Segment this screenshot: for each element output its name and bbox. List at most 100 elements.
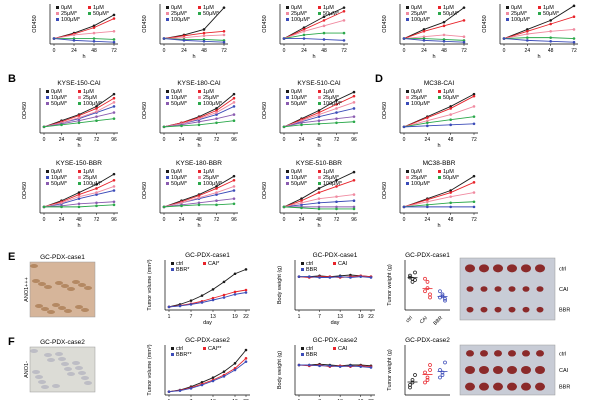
tumor-specimen <box>535 264 545 273</box>
x-tick-label: 13 <box>210 314 216 320</box>
ihc-texture <box>81 376 89 380</box>
tumor-specimen <box>493 382 503 391</box>
data-point <box>215 193 218 196</box>
data-point <box>200 301 204 304</box>
data-point <box>244 268 248 271</box>
x-tick-label: 0 <box>43 137 46 143</box>
legend-swatch <box>286 12 289 15</box>
legend-swatch <box>198 12 201 15</box>
legend-swatch <box>171 347 174 350</box>
scatter-point <box>423 380 427 385</box>
chart-title: GC-PDX-case1 <box>313 252 358 259</box>
legend-label: 1μM <box>323 89 334 95</box>
data-point <box>526 28 529 31</box>
legend-label: BBR* <box>176 267 190 273</box>
x-tick-label: 96 <box>231 217 237 223</box>
data-point <box>526 39 529 42</box>
x-tick-label: 7 <box>190 314 193 320</box>
data-point <box>244 288 248 292</box>
legend-label: 1μM <box>543 5 554 11</box>
chart-title: KYSE-150-BBR <box>56 160 102 167</box>
x-tick-label: 24 <box>299 137 305 143</box>
data-point <box>167 390 171 393</box>
data-point <box>426 200 429 204</box>
x-tick-label: 0 <box>163 137 166 143</box>
data-point <box>549 19 552 22</box>
series-line-3 <box>283 194 355 208</box>
legend-label: 25μM* <box>171 11 188 17</box>
legend-label: 1μM <box>323 5 334 11</box>
legend-swatch <box>198 182 201 185</box>
legend-swatch <box>166 6 169 9</box>
legend-swatch <box>286 176 289 179</box>
ihc-texture <box>47 310 55 314</box>
data-point <box>232 105 236 108</box>
legend-swatch <box>318 170 321 173</box>
data-point <box>335 107 338 110</box>
x-tick-label: 24 <box>301 48 307 54</box>
data-point <box>232 185 236 188</box>
legend-swatch <box>78 96 81 99</box>
data-point <box>222 370 226 373</box>
x-tick-label: 19 <box>232 314 238 320</box>
scatter-point <box>438 375 442 380</box>
data-point <box>72 39 76 42</box>
legend-label: 0μM <box>171 89 182 95</box>
x-axis-label: h <box>312 54 315 60</box>
x-tick-label: 24 <box>299 217 305 223</box>
scatter-point <box>410 280 415 284</box>
panel-letter: B <box>8 73 16 85</box>
ihc-texture <box>75 305 83 309</box>
series-line-2 <box>503 29 575 39</box>
ihc-label: ANO1+++ <box>24 277 30 302</box>
x-axis-label: day <box>203 320 212 326</box>
data-point <box>197 203 201 207</box>
legend-swatch <box>438 12 441 15</box>
data-point <box>215 117 218 120</box>
legend-label: 10μM* <box>51 95 68 101</box>
data-point <box>215 191 218 194</box>
tumor-specimen <box>507 366 517 374</box>
x-tick-label: 0 <box>283 217 286 223</box>
series-line-3 <box>403 116 475 128</box>
x-tick-label: 72 <box>334 137 340 143</box>
data-point <box>112 96 116 100</box>
legend-swatch <box>506 6 509 9</box>
legend-swatch <box>538 12 541 15</box>
scatter-point <box>408 385 412 390</box>
ihc-texture <box>67 287 75 291</box>
y-axis-label: Tumor volume (mm³) <box>147 259 153 310</box>
data-point <box>472 205 476 209</box>
scatter-point <box>438 368 442 372</box>
x-tick-label: 48 <box>196 137 202 143</box>
data-point <box>338 365 342 368</box>
data-point <box>112 17 116 20</box>
legend-swatch <box>438 90 441 93</box>
ihc-texture <box>78 371 86 375</box>
legend-swatch <box>78 176 81 179</box>
data-point <box>472 181 476 184</box>
legend-swatch <box>301 262 304 265</box>
legend-swatch <box>318 176 321 179</box>
scatter-point <box>425 280 430 284</box>
data-point <box>232 119 236 123</box>
x-tick-label: 0 <box>53 48 56 54</box>
x-tick-label: 24 <box>421 48 427 54</box>
data-point <box>162 37 166 40</box>
data-point <box>189 303 193 306</box>
chart-13: GC-PDX-case1 Tumor volume (mm³) day E 1 7 13 19… <box>8 251 250 326</box>
data-point <box>449 118 452 122</box>
data-point <box>77 205 81 209</box>
legend-swatch <box>166 170 169 173</box>
legend-label: CAI <box>338 261 348 267</box>
ihc-texture <box>78 283 86 287</box>
tumor-specimen <box>465 264 475 273</box>
data-point <box>442 20 446 24</box>
legend-swatch <box>506 18 509 21</box>
data-point <box>302 26 306 29</box>
tumor-photo-0: ctrl CAI BBR <box>459 257 570 321</box>
data-point <box>72 33 76 37</box>
ihc-texture <box>58 357 66 361</box>
data-point <box>449 195 452 198</box>
